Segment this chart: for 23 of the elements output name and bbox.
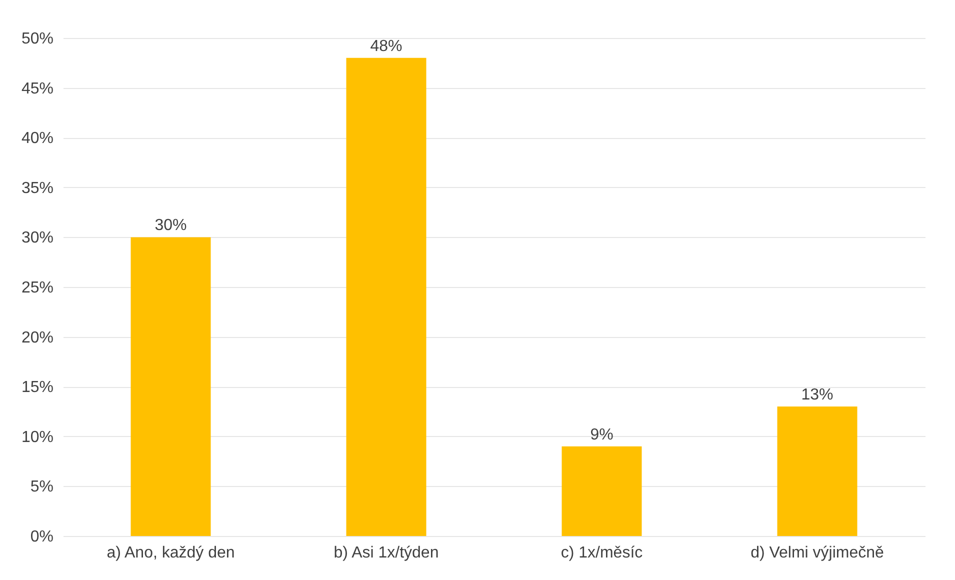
data-label: 48% <box>370 38 402 55</box>
y-tick-label: 20% <box>21 329 54 346</box>
y-tick-label: 15% <box>21 379 54 396</box>
x-tick-label: a) Ano, každý den <box>106 544 235 562</box>
y-tick-label: 10% <box>21 428 54 446</box>
data-label: 13% <box>801 386 834 404</box>
x-tick-label: b) Asi 1x/týden <box>334 544 439 562</box>
bar <box>346 58 426 536</box>
bar <box>777 406 858 536</box>
y-tick-label: 25% <box>21 280 54 296</box>
x-tick-label: d) Velmi výjimečně <box>750 544 884 562</box>
y-tick-label: 45% <box>21 80 54 98</box>
y-tick-label: 30% <box>21 230 54 247</box>
bar <box>130 237 211 536</box>
y-tick-label: 50% <box>21 30 54 48</box>
bar <box>562 446 642 536</box>
data-label: 9% <box>590 426 614 444</box>
y-tick-label: 35% <box>21 180 54 197</box>
x-tick-label: c) 1x/měsíc <box>560 544 643 562</box>
y-tick-label: 0% <box>30 528 54 546</box>
y-tick-label: 5% <box>30 478 54 496</box>
y-tick-label: 40% <box>21 130 54 148</box>
data-label: 30% <box>154 217 187 234</box>
